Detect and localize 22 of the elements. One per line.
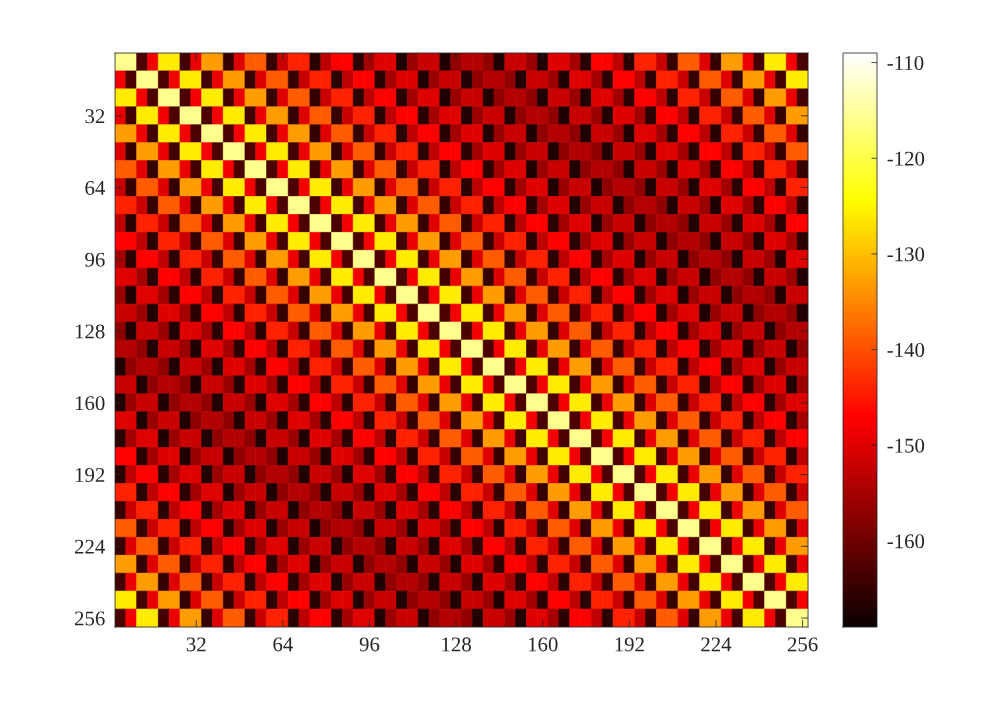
y-tick-label: 192 — [75, 467, 105, 482]
x-tick-label: 128 — [442, 637, 471, 652]
color-bar-label: -130 — [887, 247, 925, 262]
x-tick-label: 32 — [186, 637, 206, 652]
x-tick-label: 64 — [273, 637, 293, 652]
x-tick-label: 256 — [787, 637, 818, 652]
y-tick-label: 256 — [74, 611, 105, 626]
color-bar-label: -160 — [887, 534, 925, 549]
x-tick-label: 96 — [359, 637, 380, 652]
color-bar-label: -110 — [887, 55, 924, 71]
y-tick-label: 32 — [85, 109, 105, 124]
color-bar-label: -150 — [887, 438, 925, 453]
y-tick-label: 64 — [85, 180, 105, 195]
color-bar-label: -120 — [887, 151, 925, 166]
y-tick-label: 224 — [74, 539, 105, 554]
y-tick-label: 96 — [85, 252, 105, 267]
color-bar-label: -140 — [887, 342, 925, 358]
x-tick-label: 160 — [528, 637, 558, 652]
x-tick-label: 192 — [615, 637, 644, 652]
y-tick-label: 128 — [75, 324, 105, 339]
x-tick-label: 224 — [701, 637, 732, 652]
y-tick-label: 160 — [75, 396, 105, 411]
